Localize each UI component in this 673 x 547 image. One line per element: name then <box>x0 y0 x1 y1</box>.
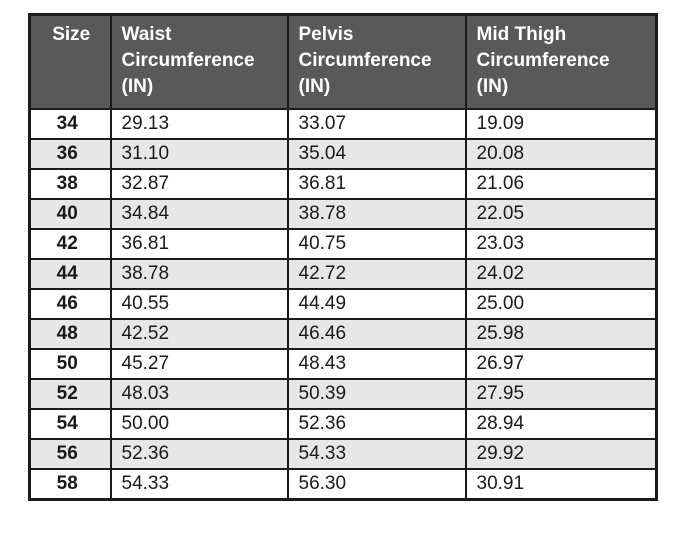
mid-thigh-cell: 24.02 <box>464 258 658 290</box>
mid-thigh-cell: 29.92 <box>464 438 658 470</box>
size-cell: 52 <box>28 378 112 410</box>
pelvis-cell: 46.46 <box>286 318 467 350</box>
table-body: 34 29.13 33.07 19.09 36 31.10 35.04 20.0… <box>28 108 658 501</box>
mid-thigh-cell: 19.09 <box>464 108 658 140</box>
waist-cell: 48.03 <box>109 378 289 410</box>
mid-thigh-cell: 30.91 <box>464 468 658 501</box>
header-cell-mid-thigh: Mid Thigh Circumference (IN) <box>464 13 658 110</box>
header-cell-pelvis: Pelvis Circumference (IN) <box>286 13 467 110</box>
waist-cell: 34.84 <box>109 198 289 230</box>
pelvis-cell: 56.30 <box>286 468 467 501</box>
pelvis-cell: 36.81 <box>286 168 467 200</box>
pelvis-cell: 38.78 <box>286 198 467 230</box>
size-cell: 46 <box>28 288 112 320</box>
size-cell: 50 <box>28 348 112 380</box>
mid-thigh-cell: 28.94 <box>464 408 658 440</box>
pelvis-cell: 54.33 <box>286 438 467 470</box>
waist-cell: 36.81 <box>109 228 289 260</box>
table-row: 54 50.00 52.36 28.94 <box>28 408 658 440</box>
size-cell: 40 <box>28 198 112 230</box>
header-cell-size: Size <box>28 13 112 110</box>
pelvis-cell: 44.49 <box>286 288 467 320</box>
mid-thigh-cell: 20.08 <box>464 138 658 170</box>
size-cell: 54 <box>28 408 112 440</box>
mid-thigh-cell: 26.97 <box>464 348 658 380</box>
size-cell: 36 <box>28 138 112 170</box>
waist-cell: 54.33 <box>109 468 289 501</box>
pelvis-cell: 48.43 <box>286 348 467 380</box>
waist-cell: 40.55 <box>109 288 289 320</box>
pelvis-cell: 33.07 <box>286 108 467 140</box>
waist-cell: 32.87 <box>109 168 289 200</box>
table-row: 46 40.55 44.49 25.00 <box>28 288 658 320</box>
mid-thigh-cell: 23.03 <box>464 228 658 260</box>
waist-cell: 29.13 <box>109 108 289 140</box>
mid-thigh-cell: 27.95 <box>464 378 658 410</box>
size-cell: 38 <box>28 168 112 200</box>
table-row: 40 34.84 38.78 22.05 <box>28 198 658 230</box>
waist-cell: 52.36 <box>109 438 289 470</box>
mid-thigh-cell: 21.06 <box>464 168 658 200</box>
size-cell: 58 <box>28 468 112 501</box>
table-row: 52 48.03 50.39 27.95 <box>28 378 658 410</box>
pelvis-cell: 52.36 <box>286 408 467 440</box>
table-row: 34 29.13 33.07 19.09 <box>28 108 658 140</box>
size-cell: 56 <box>28 438 112 470</box>
table-row: 58 54.33 56.30 30.91 <box>28 468 658 501</box>
waist-cell: 42.52 <box>109 318 289 350</box>
table-row: 44 38.78 42.72 24.02 <box>28 258 658 290</box>
pelvis-cell: 35.04 <box>286 138 467 170</box>
pelvis-cell: 42.72 <box>286 258 467 290</box>
header-cell-waist: Waist Circumference (IN) <box>109 13 289 110</box>
mid-thigh-cell: 25.00 <box>464 288 658 320</box>
table-row: 56 52.36 54.33 29.92 <box>28 438 658 470</box>
size-chart-table: Size Waist Circumference (IN) Pelvis Cir… <box>28 13 658 501</box>
table-header: Size Waist Circumference (IN) Pelvis Cir… <box>28 13 658 110</box>
table-row: 38 32.87 36.81 21.06 <box>28 168 658 200</box>
waist-cell: 38.78 <box>109 258 289 290</box>
mid-thigh-cell: 22.05 <box>464 198 658 230</box>
size-cell: 44 <box>28 258 112 290</box>
table-row: 50 45.27 48.43 26.97 <box>28 348 658 380</box>
waist-cell: 45.27 <box>109 348 289 380</box>
header-row: Size Waist Circumference (IN) Pelvis Cir… <box>28 13 658 110</box>
pelvis-cell: 40.75 <box>286 228 467 260</box>
table-row: 36 31.10 35.04 20.08 <box>28 138 658 170</box>
mid-thigh-cell: 25.98 <box>464 318 658 350</box>
table-row: 48 42.52 46.46 25.98 <box>28 318 658 350</box>
waist-cell: 50.00 <box>109 408 289 440</box>
size-cell: 42 <box>28 228 112 260</box>
waist-cell: 31.10 <box>109 138 289 170</box>
size-cell: 48 <box>28 318 112 350</box>
pelvis-cell: 50.39 <box>286 378 467 410</box>
size-cell: 34 <box>28 108 112 140</box>
table-row: 42 36.81 40.75 23.03 <box>28 228 658 260</box>
